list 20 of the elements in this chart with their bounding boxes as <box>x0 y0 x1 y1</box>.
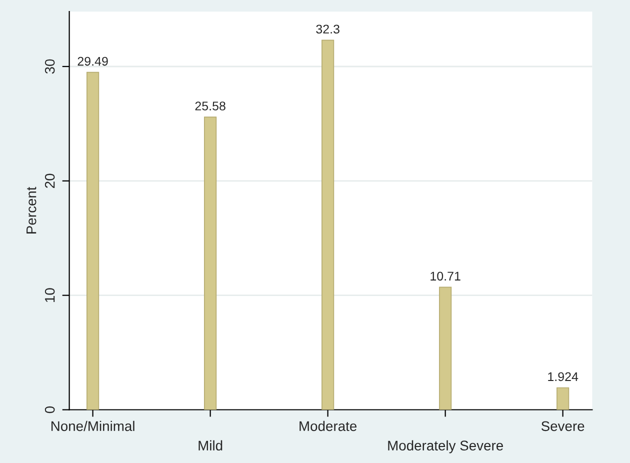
bar <box>86 72 100 410</box>
y-tick-label: 30 <box>44 59 55 74</box>
data-label: 25.58 <box>195 102 226 110</box>
data-label: 10.71 <box>430 272 460 281</box>
y-tick-label: 0 <box>44 406 55 414</box>
data-label: 32.3 <box>316 24 340 34</box>
bar <box>556 387 570 410</box>
data-label: 1.924 <box>548 372 578 382</box>
data-label: 29.49 <box>78 56 108 66</box>
bar <box>204 116 217 410</box>
x-tick-label: None/Minimal <box>51 420 134 432</box>
x-tick-label: Mild <box>198 440 222 451</box>
x-tick-label: Severe <box>541 421 584 432</box>
y-tick-label: 10 <box>44 288 55 302</box>
x-tick-label: Moderate <box>300 420 357 432</box>
x-tick-label: Moderately Severe <box>388 440 503 454</box>
y-tick-label: 20 <box>44 174 55 188</box>
bar <box>322 40 334 410</box>
bar <box>439 286 452 410</box>
y-axis-title: Percent <box>26 186 36 234</box>
